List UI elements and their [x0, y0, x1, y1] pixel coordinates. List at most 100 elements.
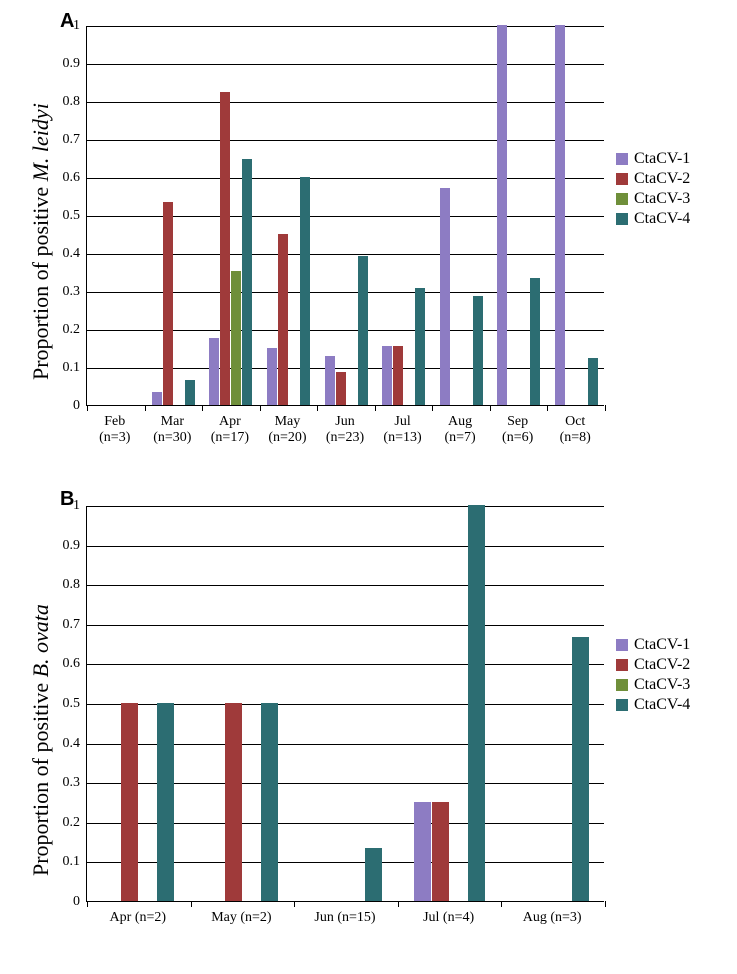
x-tick-mark: [145, 405, 146, 411]
legend-label: CtaCV-4: [634, 696, 690, 714]
x-tick-mark: [432, 405, 433, 411]
legend-swatch: [616, 193, 628, 205]
legend-item: CtaCV-3: [616, 676, 690, 694]
bar: [497, 25, 507, 405]
legend-swatch: [616, 699, 628, 711]
x-tick-mark: [547, 405, 548, 411]
legend: CtaCV-1 CtaCV-2 CtaCV-3 CtaCV-4: [616, 636, 690, 716]
gridline: [87, 26, 604, 27]
x-tick-mark: [260, 405, 261, 411]
x-tick-mark: [202, 405, 203, 411]
x-tick-mark: [501, 901, 502, 907]
gridline: [87, 506, 604, 507]
y-tick-label: 0.5: [0, 208, 80, 224]
legend-label: CtaCV-4: [634, 210, 690, 228]
gridline: [87, 178, 604, 179]
legend-label: CtaCV-3: [634, 190, 690, 208]
y-tick-label: 0.8: [0, 94, 80, 110]
x-tick-label: Jun (n=15): [314, 910, 375, 926]
legend-item: CtaCV-1: [616, 150, 690, 168]
bar: [415, 288, 425, 405]
bar: [121, 703, 138, 901]
x-tick-label: Aug (n=3): [523, 910, 582, 926]
bar: [432, 802, 449, 901]
y-tick-label: 0: [0, 894, 80, 910]
x-tick-mark: [87, 405, 88, 411]
bar: [261, 703, 278, 901]
panel-b: BProportion of positive B. ovata00.10.20…: [0, 480, 737, 960]
x-tick-label: May (n=2): [211, 910, 271, 926]
y-tick-label: 0.6: [0, 170, 80, 186]
x-tick-label: Aug(n=7): [444, 414, 475, 446]
panel-label: B: [60, 488, 74, 511]
legend-label: CtaCV-3: [634, 676, 690, 694]
y-tick-label: 0.6: [0, 656, 80, 672]
y-tick-label: 0.4: [0, 246, 80, 262]
legend-label: CtaCV-1: [634, 150, 690, 168]
y-tick-label: 0.3: [0, 775, 80, 791]
bar: [473, 296, 483, 405]
legend-item: CtaCV-3: [616, 190, 690, 208]
plot-area: [86, 26, 604, 406]
x-tick-label: Oct(n=8): [560, 414, 591, 446]
x-tick-label: May(n=20): [268, 414, 306, 446]
legend-label: CtaCV-2: [634, 170, 690, 188]
gridline: [87, 664, 604, 665]
x-tick-label: Apr (n=2): [110, 910, 167, 926]
plot-area: [86, 506, 604, 902]
x-tick-label: Jul(n=13): [383, 414, 421, 446]
bar: [278, 234, 288, 405]
y-tick-label: 0: [0, 398, 80, 414]
y-tick-label: 0.3: [0, 284, 80, 300]
bar: [242, 159, 252, 405]
legend-item: CtaCV-4: [616, 210, 690, 228]
gridline: [87, 64, 604, 65]
y-tick-label: 0.7: [0, 617, 80, 633]
y-tick-label: 0.5: [0, 696, 80, 712]
bar: [572, 637, 589, 901]
y-tick-label: 0.8: [0, 577, 80, 593]
x-tick-mark: [605, 405, 606, 411]
bar: [588, 358, 598, 406]
x-tick-mark: [87, 901, 88, 907]
bar: [157, 703, 174, 901]
figure: AProportion of positive M. leidyi00.10.2…: [0, 0, 737, 974]
bar: [152, 392, 162, 405]
legend-item: CtaCV-4: [616, 696, 690, 714]
bar: [382, 346, 392, 405]
y-tick-label: 0.7: [0, 132, 80, 148]
bar: [209, 338, 219, 405]
legend: CtaCV-1 CtaCV-2 CtaCV-3 CtaCV-4: [616, 150, 690, 230]
gridline: [87, 546, 604, 547]
legend-swatch: [616, 639, 628, 651]
y-tick-label: 0.9: [0, 538, 80, 554]
x-tick-mark: [605, 901, 606, 907]
panel-a: AProportion of positive M. leidyi00.10.2…: [0, 10, 737, 480]
x-tick-label: Sep(n=6): [502, 414, 533, 446]
x-tick-mark: [398, 901, 399, 907]
bar: [393, 346, 403, 405]
bar: [440, 188, 450, 405]
y-tick-label: 0.2: [0, 815, 80, 831]
gridline: [87, 140, 604, 141]
bar: [220, 92, 230, 405]
y-tick-label: 0.1: [0, 360, 80, 376]
legend-item: CtaCV-1: [616, 636, 690, 654]
legend-swatch: [616, 213, 628, 225]
bar: [365, 848, 382, 901]
x-tick-label: Jun(n=23): [326, 414, 364, 446]
legend-label: CtaCV-2: [634, 656, 690, 674]
gridline: [87, 102, 604, 103]
legend-item: CtaCV-2: [616, 656, 690, 674]
bar: [555, 25, 565, 405]
x-tick-mark: [294, 901, 295, 907]
x-tick-mark: [191, 901, 192, 907]
legend-item: CtaCV-2: [616, 170, 690, 188]
y-tick-label: 0.1: [0, 854, 80, 870]
bar: [530, 278, 540, 405]
bar: [358, 256, 368, 405]
y-tick-label: 0.4: [0, 736, 80, 752]
legend-swatch: [616, 153, 628, 165]
legend-swatch: [616, 679, 628, 691]
y-tick-label: 0.9: [0, 56, 80, 72]
